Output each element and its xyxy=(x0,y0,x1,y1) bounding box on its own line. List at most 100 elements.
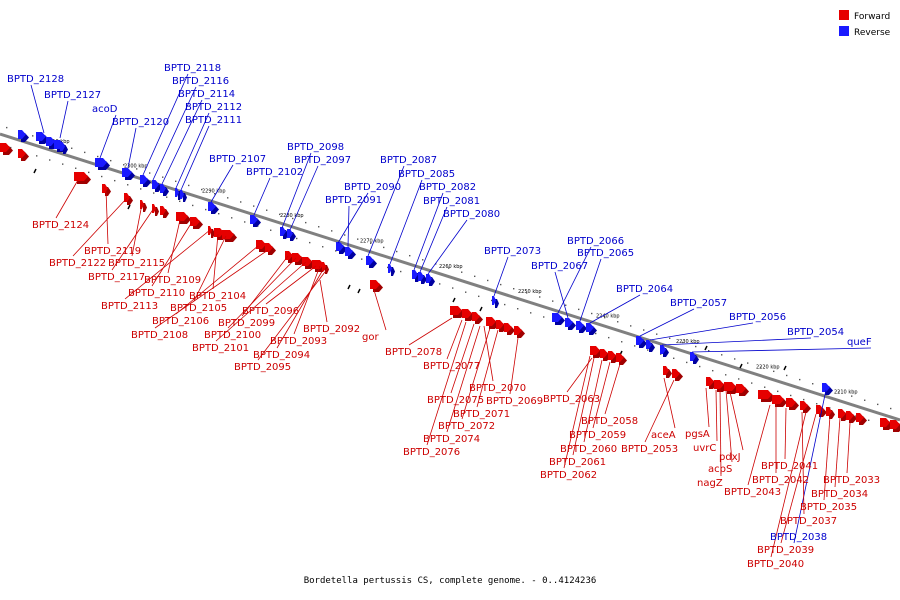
reverse-gene xyxy=(822,383,833,395)
leader-line xyxy=(127,127,137,169)
gene-label: BPTD_2069 xyxy=(486,396,543,407)
reverse-gene xyxy=(586,323,597,335)
minor-tick xyxy=(526,292,528,294)
minor-tick xyxy=(513,288,515,290)
minor-tick xyxy=(647,349,649,351)
forward-gene xyxy=(0,143,13,155)
minor-tick xyxy=(578,308,580,311)
minor-tick xyxy=(175,180,177,183)
minor-tick xyxy=(686,361,688,364)
minor-tick xyxy=(773,370,775,373)
gene-label: BPTD_2067 xyxy=(531,261,588,272)
leader-line xyxy=(151,221,193,287)
minor-tick xyxy=(448,267,450,269)
leader-line xyxy=(161,99,203,185)
gene-label: BPTD_2090 xyxy=(344,182,401,193)
minor-tick xyxy=(764,386,766,388)
leader-line xyxy=(572,357,595,456)
leader-line xyxy=(154,249,269,329)
leader-line xyxy=(257,267,329,361)
forward-gene xyxy=(74,172,91,184)
minor-tick xyxy=(595,332,597,335)
gene-features xyxy=(0,130,900,432)
gene-label: BPTD_2061 xyxy=(549,457,606,468)
minor-tick xyxy=(400,270,402,273)
scale-tick-label: 2270 kbp xyxy=(360,239,384,245)
minor-tick xyxy=(799,378,801,381)
reverse-gene xyxy=(60,142,68,154)
gene-label: BPTD_2105 xyxy=(170,303,227,314)
forward-gene xyxy=(826,407,835,419)
minor-tick xyxy=(591,312,593,315)
leader-line xyxy=(483,325,494,382)
minor-tick xyxy=(370,242,372,244)
minor-tick xyxy=(747,362,749,364)
feature-mark xyxy=(127,204,131,210)
minor-tick xyxy=(504,303,506,306)
minor-tick xyxy=(738,378,740,380)
leader-line xyxy=(111,207,155,271)
leader-line xyxy=(367,165,405,257)
leader-line xyxy=(212,233,219,290)
minor-tick xyxy=(344,234,346,236)
minor-tick xyxy=(296,237,298,240)
leader-line xyxy=(59,100,69,139)
gene-label: aceA xyxy=(651,430,676,441)
leader-line xyxy=(579,258,602,322)
feature-mark xyxy=(347,284,351,290)
forward-gene xyxy=(890,420,900,432)
leader-line xyxy=(604,363,621,415)
gene-label: BPTD_2097 xyxy=(294,155,351,166)
minor-tick xyxy=(812,383,814,385)
minor-tick xyxy=(786,374,788,377)
minor-tick xyxy=(49,159,51,161)
leader-line xyxy=(793,389,827,544)
minor-tick xyxy=(361,258,363,260)
gene-label: BPTD_2096 xyxy=(242,306,299,317)
reverse-gene xyxy=(492,296,499,308)
gene-label: BPTD_2065 xyxy=(577,248,634,259)
minor-tick xyxy=(699,365,701,368)
reverse-gene xyxy=(418,272,427,284)
minor-tick xyxy=(673,357,675,359)
leader-line xyxy=(705,387,710,428)
scale-tick-label: 2280 kbp xyxy=(280,213,304,219)
minor-tick xyxy=(829,407,831,409)
gene-label: gor xyxy=(362,332,379,343)
minor-tick xyxy=(318,226,320,228)
minor-tick xyxy=(162,176,164,178)
minor-tick xyxy=(864,399,866,401)
leader-line xyxy=(55,179,79,219)
gene-label: BPTD_2098 xyxy=(287,142,344,153)
minor-tick xyxy=(84,151,86,154)
minor-tick xyxy=(10,146,12,149)
scale-tick-label: 2210 kbp xyxy=(834,389,858,395)
map-caption: Bordetella pertussis CS, complete genome… xyxy=(303,576,597,586)
leader-line xyxy=(784,407,787,460)
legend-forward-label: Forward xyxy=(854,12,890,22)
minor-tick xyxy=(608,336,610,339)
leader-line xyxy=(649,322,754,341)
feature-mark xyxy=(452,297,456,303)
forward-gene xyxy=(160,206,169,218)
minor-tick xyxy=(890,407,892,410)
minor-tick xyxy=(266,209,268,211)
gene-label: BPTD_2116 xyxy=(172,76,229,87)
gene-label: BPTD_2064 xyxy=(616,284,673,295)
minor-tick xyxy=(6,126,8,129)
minor-tick xyxy=(357,238,359,240)
minor-tick xyxy=(396,250,398,253)
leader-line xyxy=(834,417,841,488)
leader-line xyxy=(265,265,317,305)
minor-tick xyxy=(88,171,90,174)
forward-gene xyxy=(472,312,483,324)
minor-tick xyxy=(543,316,545,318)
gene-label: BPTD_2034 xyxy=(811,489,868,500)
forward-gene xyxy=(514,326,525,338)
minor-tick xyxy=(36,155,38,157)
minor-tick xyxy=(309,241,311,244)
leader-line xyxy=(337,192,369,244)
forward-gene xyxy=(846,411,857,423)
minor-tick xyxy=(660,353,662,355)
